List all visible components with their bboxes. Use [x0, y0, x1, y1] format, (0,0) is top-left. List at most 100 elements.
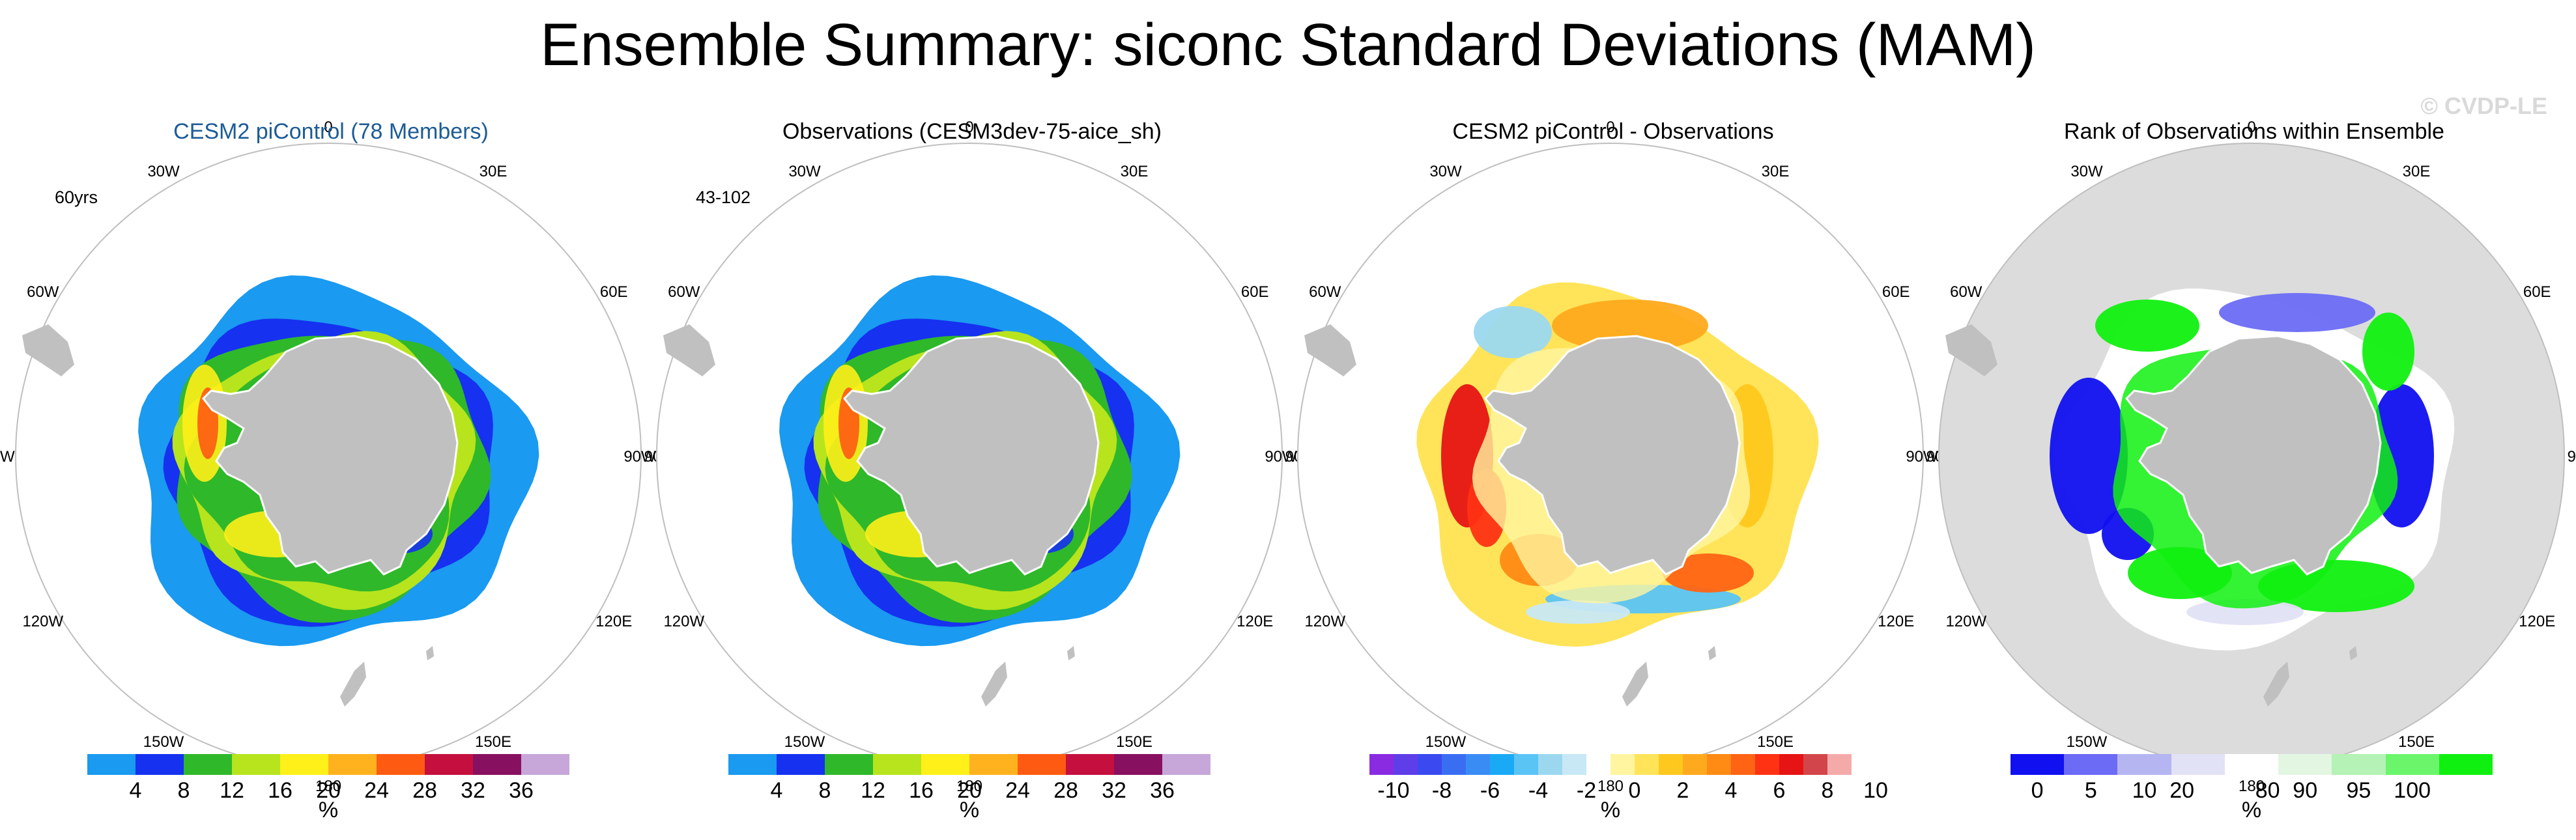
colorbar-tick-label: 16 [909, 778, 934, 803]
colorbar-tick-label: 32 [461, 778, 485, 803]
colorbar-tick-label: 28 [1053, 778, 1078, 803]
colorbar-units: % [1600, 798, 1621, 822]
panel-title: CESM2 piControl (78 Members) [173, 119, 489, 144]
continent-fragment [1067, 646, 1075, 660]
colorbar-tick-label: 95 [2346, 778, 2371, 803]
colorbar-segment [1586, 754, 1610, 775]
longitude-label: 90W [0, 448, 15, 466]
longitude-label: 0 [2247, 119, 2255, 136]
colorbar-segment [969, 754, 1018, 775]
longitude-label: 120E [1878, 613, 1914, 630]
colorbar-tick-label: 20 [2169, 778, 2195, 803]
colorbar-segment [1369, 754, 1394, 775]
difference-patch [1663, 553, 1754, 593]
longitude-label: 0 [965, 119, 973, 136]
longitude-label: 60E [600, 283, 628, 301]
colorbar-segment [2332, 754, 2386, 775]
longitude-label: 90W [623, 448, 656, 466]
colorbar-tick-label: 36 [509, 778, 534, 803]
colorbar-segment [1466, 754, 1490, 775]
colorbar-segment [232, 754, 280, 775]
colorbar-segment [1635, 754, 1659, 775]
longitude-label: 180 [315, 777, 341, 795]
continent-fragment [22, 324, 74, 376]
longitude-label: 0 [1606, 119, 1614, 136]
colorbar-tick-label: -2 [1576, 778, 1597, 803]
colorbar [1369, 754, 1852, 775]
longitude-label: 120W [1945, 613, 1986, 630]
continent-fragment [1708, 646, 1716, 660]
colorbar-segment [1114, 754, 1162, 775]
longitude-label: 150E [1116, 733, 1152, 751]
longitude-label: 60W [668, 283, 700, 301]
colorbar-tick-label: 8 [177, 778, 190, 803]
colorbar-tick-label: 5 [2084, 778, 2097, 803]
colorbar-segment [1162, 754, 1210, 775]
colorbar-tick-label: 20 [957, 778, 982, 803]
colorbar-segment [1610, 754, 1635, 775]
longitude-label: 120E [1237, 613, 1273, 630]
panel-rank: 0 30E 60E 90E 120E 150E 180 150W 120W 90W 60W 30W Ra… [1906, 117, 2576, 840]
panel-cesm2-picontrol: 030E60E90E120E150E180150W120W90W60W30WCE… [0, 117, 672, 840]
longitude-label: 150W [1425, 733, 1467, 751]
colorbar-segment [425, 754, 473, 775]
colorbar-tick-label: 6 [1773, 778, 1786, 803]
polar-map: 030E60E90E120E150E180150W120W90W60W30W [0, 119, 672, 795]
colorbar-tick-label: -10 [1377, 778, 1410, 803]
colorbar-tick-label: -8 [1431, 778, 1452, 803]
colorbar-segment [1514, 754, 1538, 775]
colorbar-segment [2011, 754, 2065, 775]
colorbar-tick-label: 10 [1863, 778, 1888, 803]
longitude-label: 120E [2519, 613, 2555, 630]
colorbar-segment [184, 754, 232, 775]
colorbar-tick-label: 90 [2293, 778, 2318, 803]
longitude-label: 60E [1882, 283, 1910, 301]
polar-map: 030E60E90E120E150E180150W120W90W60W30W [623, 119, 1313, 795]
colorbar-segment [1562, 754, 1586, 775]
longitude-label: 120E [595, 613, 632, 630]
colorbar-segment [2064, 754, 2118, 775]
colorbar-segment [2171, 754, 2225, 775]
colorbar [728, 754, 1210, 775]
colorbar-segment [2224, 754, 2279, 775]
longitude-label: 150W [143, 733, 184, 751]
rank-patch [2050, 378, 2128, 534]
colorbar-segment [280, 754, 328, 775]
colorbar-segment [873, 754, 921, 775]
colorbar-segment [2385, 754, 2439, 775]
panel-title: Rank of Observations within Ensemble [2064, 119, 2444, 144]
colorbar-segment [136, 754, 184, 775]
colorbar-segment [1418, 754, 1442, 775]
colorbar-segment [1731, 754, 1755, 775]
polar-map: 030E60E90E120E150E180150W120W90W60W30W [1906, 119, 2576, 795]
longitude-label: 30W [147, 163, 180, 180]
longitude-label: 0 [324, 119, 332, 136]
years-note: 43-102 [696, 188, 751, 207]
colorbar-segment [777, 754, 825, 775]
continent-fragment [2263, 662, 2289, 707]
colorbar-segment [728, 754, 777, 775]
colorbar-segment [1394, 754, 1418, 775]
longitude-label: 30E [2403, 163, 2431, 180]
longitude-label: 150W [784, 733, 825, 751]
colorbar-tick-label: 10 [2132, 778, 2157, 803]
antarctica-landmass [1484, 335, 1741, 576]
continent-fragment [1304, 324, 1356, 376]
colorbar-segment [1490, 754, 1514, 775]
difference-patch [1474, 306, 1552, 358]
colorbar-tick-label: 32 [1102, 778, 1126, 803]
panel-difference: 030E60E90E120E150E180150W120W90W60W30WCE… [1265, 117, 1954, 840]
colorbar-segment [1755, 754, 1779, 775]
colorbar-units: % [959, 798, 980, 822]
longitude-label: 90E [2568, 448, 2576, 466]
colorbar-segment [1066, 754, 1114, 775]
colorbar-tick-label: 4 [129, 778, 142, 803]
rank-patch [2362, 313, 2414, 391]
colorbar-tick-label: 24 [1005, 778, 1030, 803]
rank-patch [2095, 300, 2199, 352]
colorbar-tick-label: 36 [1150, 778, 1175, 803]
longitude-label: 150W [2067, 733, 2108, 751]
difference-patch [1552, 300, 1708, 352]
continent-fragment [981, 662, 1007, 707]
colorbar-segment [1538, 754, 1562, 775]
